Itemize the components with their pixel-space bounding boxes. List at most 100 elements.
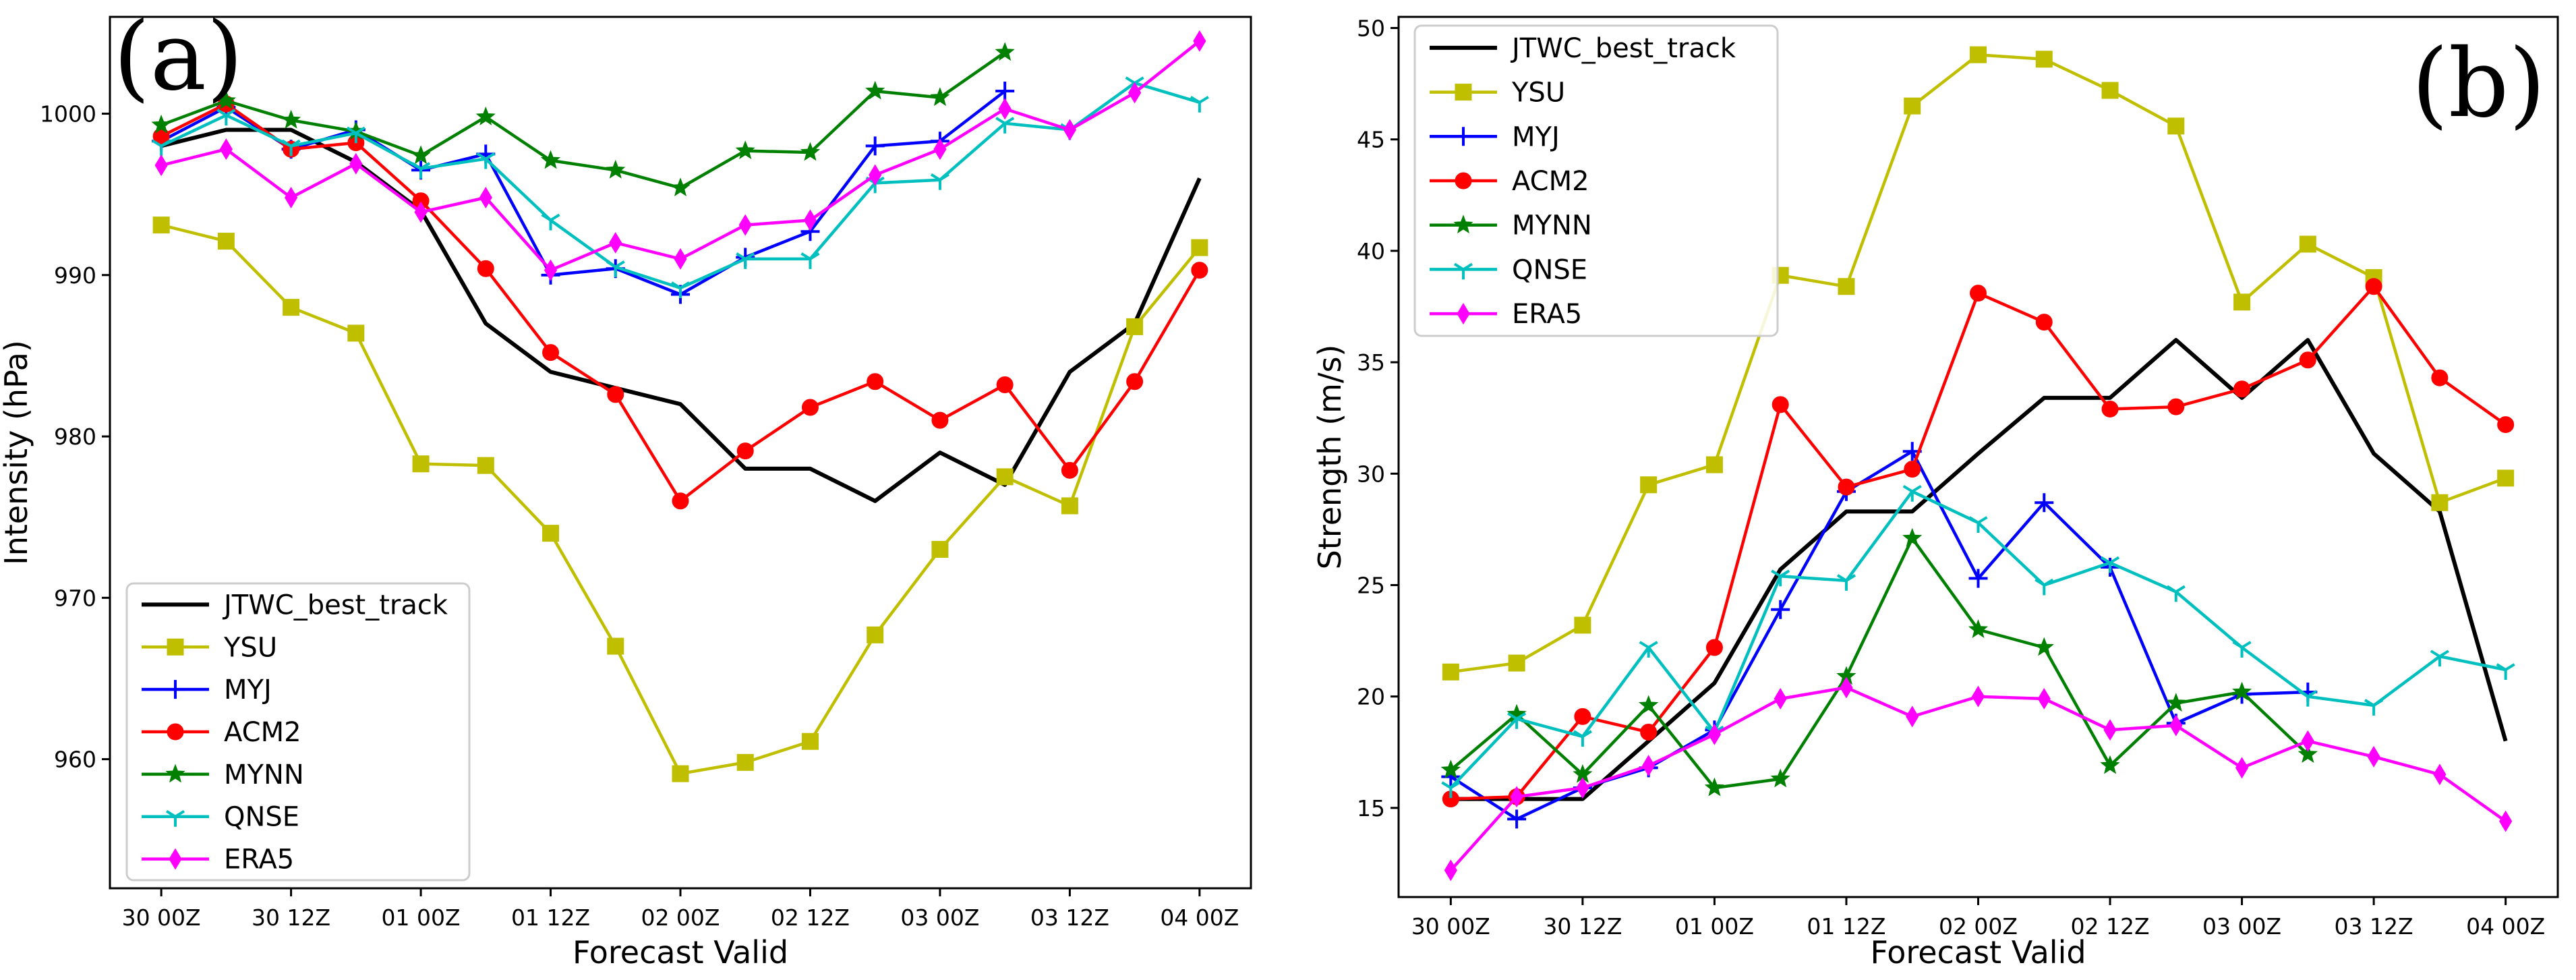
series-line-mynn	[1449, 536, 2309, 790]
data-point	[1126, 318, 1144, 335]
data-point	[869, 164, 882, 186]
data-point	[412, 455, 430, 473]
data-point	[2297, 744, 2318, 763]
x-tick-label: 02 00Z	[1939, 913, 2018, 940]
x-axis-label: Forecast Valid	[573, 934, 788, 971]
data-point	[1576, 777, 1589, 799]
data-point	[1970, 46, 1987, 63]
data-point	[606, 260, 625, 277]
data-point	[475, 106, 496, 125]
legend-marker-acm2	[1455, 172, 1472, 190]
data-point	[1968, 569, 1988, 588]
y-tick-label: 50	[1357, 16, 1385, 42]
data-point	[670, 177, 691, 197]
legend-label-era5: ERA5	[224, 844, 294, 875]
y-tick-label: 980	[54, 424, 96, 450]
data-point	[1507, 712, 1527, 729]
data-point	[2166, 693, 2186, 712]
data-point	[801, 399, 819, 416]
x-tick-label: 03 12Z	[2335, 913, 2413, 940]
data-point	[2367, 745, 2380, 768]
x-tick-label: 01 00Z	[1675, 913, 1754, 940]
data-point	[736, 442, 754, 460]
data-point	[2364, 699, 2384, 716]
x-tick-label: 03 12Z	[1030, 904, 1109, 931]
series-line-mynn	[160, 51, 1006, 190]
data-point	[216, 90, 237, 109]
data-point	[867, 626, 884, 643]
data-point	[1128, 82, 1142, 104]
data-point	[542, 525, 560, 542]
x-tick-label: 01 12Z	[1807, 913, 1885, 940]
data-point	[2299, 351, 2316, 369]
data-point	[1838, 278, 1855, 295]
series-acm2	[152, 95, 1208, 510]
series-jtwc-best-track	[1451, 338, 2508, 801]
data-point	[152, 217, 170, 234]
legend-marker-mynn	[165, 763, 185, 783]
data-point	[1771, 569, 1790, 587]
data-point	[541, 213, 560, 231]
data-point	[1705, 456, 1723, 473]
data-point	[672, 492, 689, 510]
legend-label-myj: MYJ	[1512, 121, 1560, 152]
data-point	[670, 281, 691, 298]
data-point	[1191, 262, 1208, 279]
data-point	[674, 248, 687, 270]
data-point	[1771, 600, 1790, 619]
data-point	[2365, 278, 2382, 295]
legend-label-qnse: QNSE	[224, 802, 299, 833]
x-tick-label: 02 12Z	[2070, 913, 2149, 940]
legend-marker-myj	[166, 680, 185, 699]
data-point	[933, 138, 947, 161]
data-point	[1573, 730, 1592, 747]
data-point	[216, 109, 236, 125]
data-point	[2167, 117, 2185, 135]
data-point	[2298, 689, 2318, 707]
data-point	[865, 80, 885, 100]
x-tick-label: 02 12Z	[771, 904, 850, 931]
x-tick-label: 04 00Z	[2466, 913, 2545, 940]
legend-label-jtwc-best-track: JTWC_best_track	[222, 589, 448, 621]
data-point	[1902, 527, 1923, 547]
data-point	[1968, 516, 1988, 533]
data-point	[219, 138, 233, 161]
y-tick-label: 35	[1357, 349, 1385, 376]
data-point	[1840, 676, 1853, 699]
data-point	[800, 252, 820, 269]
data-point	[1510, 786, 1523, 808]
data-point	[2233, 293, 2251, 311]
legend-box	[125, 582, 471, 882]
data-point	[2169, 714, 2183, 737]
data-point	[2035, 51, 2053, 68]
data-point	[2233, 380, 2251, 398]
legend-label-mynn: MYNN	[224, 759, 304, 790]
x-tick-label: 30 00Z	[122, 904, 201, 931]
y-axis-label: Strength (m/s)	[1312, 345, 1348, 570]
x-axis-label: Forecast Valid	[1870, 934, 2086, 971]
legend-marker-qnse	[1453, 262, 1473, 280]
data-point	[1061, 497, 1078, 515]
legend: JTWC_best_track YSU MYJ ACM2 MYNN QNSE ERA5	[125, 582, 471, 882]
data-point	[995, 82, 1015, 101]
data-point	[2232, 641, 2252, 658]
data-point	[542, 344, 560, 362]
data-point	[2499, 810, 2513, 832]
x-tick-label: 30 00Z	[1411, 913, 1490, 940]
data-point	[477, 457, 494, 474]
data-point	[1838, 478, 1855, 496]
data-point	[2035, 578, 2054, 596]
y-tick-label: 960	[54, 747, 96, 773]
data-point	[1640, 724, 1658, 741]
data-point	[996, 376, 1014, 394]
data-point	[1441, 781, 1461, 799]
legend-marker-era5	[169, 848, 182, 870]
panel-b: 15 20 25 30 35 40 45 50 30 00Z 30 12Z 01 00Z 01 12Z…	[1312, 16, 2559, 971]
y-tick-label: 970	[54, 585, 96, 611]
data-point	[477, 260, 494, 277]
y-tick-label: 20	[1357, 684, 1385, 710]
data-point	[2299, 235, 2316, 253]
data-point	[1971, 685, 1985, 708]
x-tick-label: 01 00Z	[382, 904, 461, 931]
